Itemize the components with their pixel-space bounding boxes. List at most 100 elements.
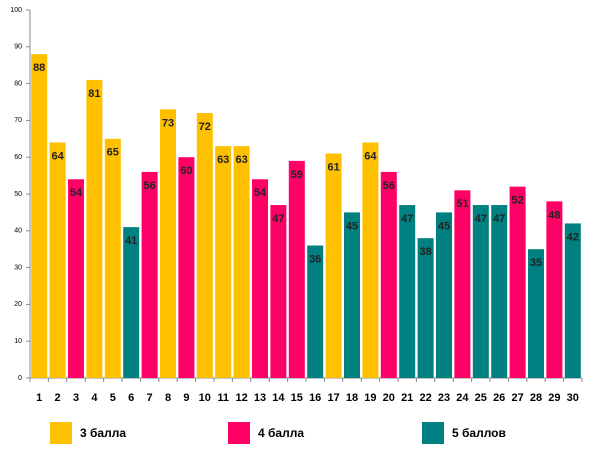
y-tick-label: 30 [14,264,22,271]
value-label: 48 [548,209,560,221]
x-tick-label: 2 [55,392,61,404]
y-tick-label: 50 [14,191,22,198]
value-label: 88 [33,62,45,74]
value-label: 42 [567,231,579,243]
y-tick-label: 0 [18,375,22,382]
bar [380,171,397,378]
value-label: 65 [107,147,119,159]
x-tick-label: 1 [36,392,42,404]
y-tick-label: 90 [14,44,22,51]
legend-label: 5 баллов [452,426,506,440]
x-tick-label: 29 [548,392,560,404]
bar [86,79,103,379]
y-tick-label: 70 [14,117,22,124]
value-label: 63 [217,154,229,166]
x-tick-label: 24 [456,392,469,404]
y-tick-label: 80 [14,80,22,87]
x-tick-label: 17 [327,392,339,404]
x-tick-label: 12 [235,392,247,404]
legend-swatch [228,422,250,444]
bar [564,223,581,378]
value-label: 38 [419,246,431,258]
x-tick-label: 18 [346,392,358,404]
x-tick-label: 23 [438,392,450,404]
legend-swatch [50,422,72,444]
value-label: 45 [346,220,358,232]
bar [141,171,158,378]
x-tick-label: 3 [73,392,79,404]
x-tick-label: 4 [91,392,98,404]
value-label: 60 [180,165,192,177]
value-label: 56 [143,180,155,192]
value-label: 47 [272,213,284,225]
x-tick-label: 19 [364,392,376,404]
value-label: 36 [309,253,321,265]
x-tick-label: 6 [128,392,134,404]
x-tick-label: 28 [530,392,542,404]
x-tick-label: 14 [272,392,285,404]
value-label: 41 [125,235,137,247]
value-label: 47 [475,213,487,225]
value-label: 54 [254,187,267,199]
value-label: 47 [493,213,505,225]
y-tick-label: 60 [14,154,22,161]
value-label: 59 [291,169,303,181]
value-label: 47 [401,213,413,225]
value-label: 63 [235,154,247,166]
x-tick-label: 15 [291,392,303,404]
bar [472,205,489,378]
x-tick-label: 5 [110,392,116,404]
value-label: 54 [70,187,83,199]
y-tick-label: 10 [14,338,22,345]
x-tick-label: 20 [383,392,395,404]
x-tick-label: 25 [475,392,487,404]
bar [196,113,213,378]
x-tick-label: 26 [493,392,505,404]
x-tick-label: 22 [419,392,431,404]
y-tick-label: 40 [14,228,22,235]
bar [178,157,195,378]
x-tick-label: 7 [147,392,153,404]
bar [454,190,471,378]
bar [215,146,232,378]
x-tick-label: 13 [254,392,266,404]
value-label: 72 [199,121,211,133]
value-label: 51 [456,198,468,210]
value-label: 56 [383,180,395,192]
bar [252,179,268,378]
bar [307,245,324,378]
value-label: 52 [511,195,523,207]
bar [325,153,342,378]
x-tick-label: 11 [217,392,229,404]
value-label: 45 [438,220,450,232]
x-tick-label: 8 [165,392,171,404]
x-tick-label: 16 [309,392,321,404]
x-tick-label: 27 [511,392,523,404]
bar [546,201,563,378]
legend-label: 3 балла [80,426,126,440]
bar [399,205,416,378]
y-tick-label: 20 [14,301,22,308]
bar [509,186,526,378]
value-label: 81 [88,88,100,100]
value-label: 64 [364,150,377,162]
bar [491,205,508,378]
bar [528,249,544,378]
bar [436,212,452,378]
value-label: 73 [162,117,174,129]
legend-swatch [422,422,444,444]
bar [417,238,434,378]
bar [160,109,176,379]
bar [233,146,250,378]
x-tick-label: 21 [401,392,413,404]
value-label: 64 [51,150,64,162]
legend-label: 4 балла [258,426,304,440]
bar [123,227,140,378]
value-label: 35 [530,257,542,269]
bar [270,205,287,378]
x-tick-label: 30 [567,392,579,404]
bar [31,54,48,378]
y-tick-label: 100 [10,7,22,14]
